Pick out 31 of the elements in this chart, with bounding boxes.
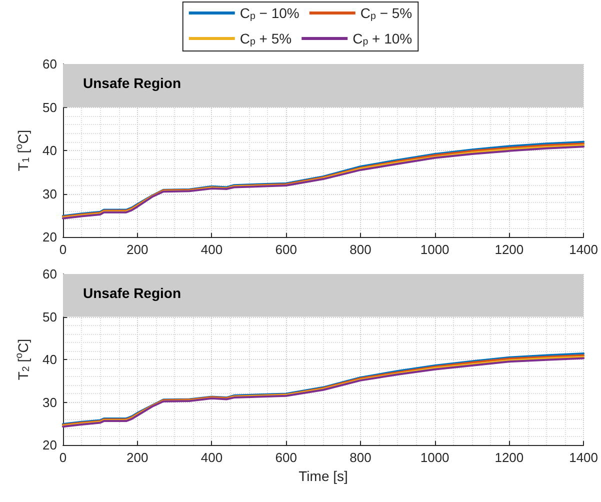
x-tick-label: 1400 [569,242,598,257]
x-axis-title: Time [s] [298,468,348,484]
y-axis-title: T2 [oC] [14,338,32,380]
y-tick-label: 50 [42,100,57,115]
x-tick-label: 600 [275,450,297,465]
y-tick-label: 30 [42,186,57,202]
y-tick-label: 60 [42,266,57,282]
x-tick-label: 0 [59,242,67,257]
y-tick-label: 20 [42,230,57,244]
x-tick-label: 1200 [494,242,524,257]
y-tick-label: 50 [42,309,57,324]
y-tick-label: 30 [42,394,57,410]
band-label: Unsafe Region [83,285,182,301]
y-tick-label: 20 [42,438,57,452]
x-tick-label: 800 [350,242,372,257]
y-tick-label: 40 [42,352,57,367]
x-tick-label: 1200 [494,450,524,465]
y-tick-label: 60 [42,56,57,72]
x-tick-label: 800 [350,450,372,465]
x-tick-label: 400 [200,242,223,257]
x-tick-label: 200 [126,450,148,465]
x-tick-label: 1400 [569,450,598,465]
x-tick-label: 1000 [420,242,450,257]
band-label: Unsafe Region [83,75,182,91]
x-tick-label: 600 [275,242,297,257]
x-tick-label: 0 [59,450,67,465]
y-tick-label: 40 [42,143,57,158]
x-tick-label: 1000 [420,450,450,465]
x-tick-label: 400 [200,450,223,465]
x-tick-label: 200 [126,242,148,257]
y-axis-title: T1 [oC] [14,130,32,172]
